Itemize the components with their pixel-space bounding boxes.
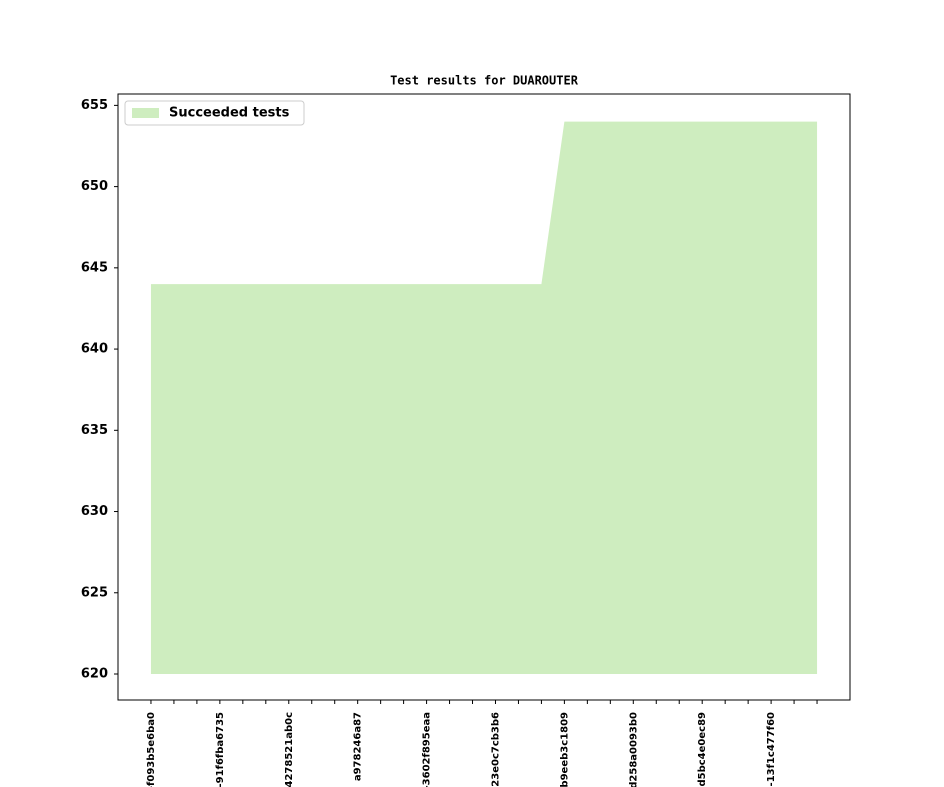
x-tick-label: a978246a87 (353, 712, 364, 781)
plot-frame (117, 93, 851, 701)
x-tick-label: -3602f895eaa (422, 712, 433, 787)
y-tick-label: 625 (81, 585, 108, 600)
legend: Succeeded tests (124, 100, 305, 126)
legend-label: Succeeded tests (169, 106, 290, 121)
y-tick-label: 640 (81, 342, 108, 357)
x-tick-label: -d5bc4e0ec89 (697, 712, 708, 787)
y-tick-label: 635 (81, 423, 108, 438)
y-tick-label: 630 (81, 504, 108, 519)
area (150, 121, 818, 675)
x-tick-label: -f093b5e6ba0 (146, 712, 157, 787)
y-tick-label: 620 (81, 667, 108, 682)
y-tick-label: 655 (81, 98, 108, 113)
legend-frame (124, 100, 305, 126)
y-tick-label: 650 (81, 179, 108, 194)
y-tick-label: 645 (81, 260, 108, 275)
chart-title: Test results for DUAROUTER (390, 74, 579, 88)
legend-swatch (132, 108, 159, 118)
x-tick-label: 23e0c7cb3b6 (490, 712, 501, 787)
x-tick-label: -91f6fba6735 (215, 712, 226, 787)
x-tick-label: 4278521ab0c (284, 712, 295, 787)
x-tick-label: d258a0093b0 (628, 712, 639, 787)
x-tick-label: -13f1c477f60 (766, 712, 777, 786)
x-tick-label: b9eeb3c1809 (559, 712, 570, 787)
